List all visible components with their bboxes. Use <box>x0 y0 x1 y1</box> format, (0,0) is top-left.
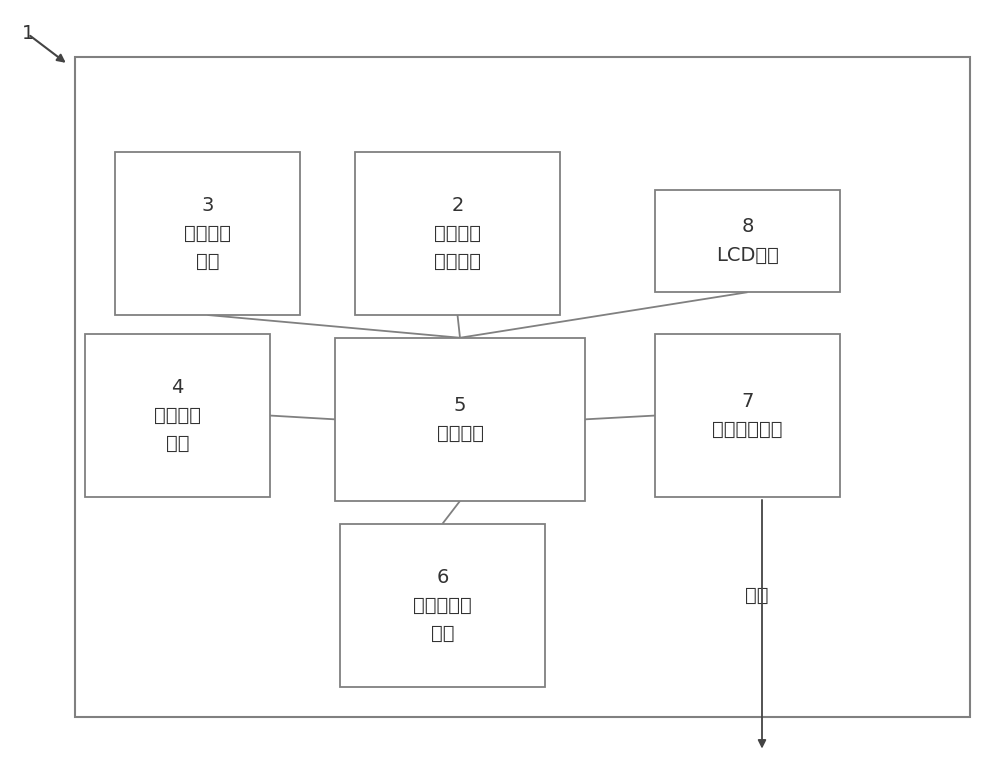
Bar <box>75 57 970 717</box>
Text: 5
处理装置: 5 处理装置 <box>436 396 484 442</box>
Text: 蓝牙: 蓝牙 <box>745 586 768 606</box>
Bar <box>340 524 545 687</box>
Bar <box>655 334 840 497</box>
Text: 3
生命检测
装置: 3 生命检测 装置 <box>184 196 231 271</box>
Text: 2
生物特征
获取装置: 2 生物特征 获取装置 <box>434 196 481 271</box>
Bar <box>85 334 270 497</box>
Bar <box>655 190 840 292</box>
Text: 6
安全存储器
单元: 6 安全存储器 单元 <box>413 568 472 643</box>
Bar <box>355 152 560 315</box>
Bar <box>335 338 585 501</box>
Text: 4
实体安全
装置: 4 实体安全 装置 <box>154 378 201 453</box>
Text: 1: 1 <box>22 24 34 43</box>
Text: 8
LCD屏幕: 8 LCD屏幕 <box>716 218 779 264</box>
Text: 7
无线通信单元: 7 无线通信单元 <box>712 392 783 439</box>
Bar <box>115 152 300 315</box>
